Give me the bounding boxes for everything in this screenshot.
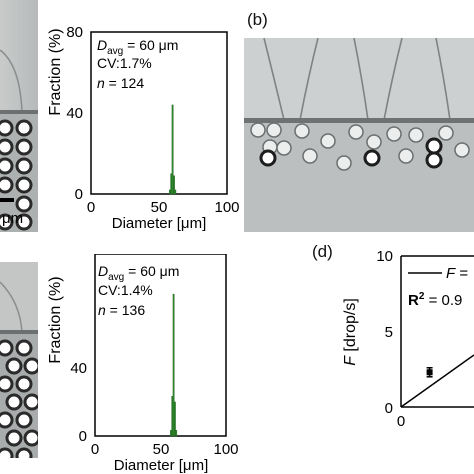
data-point <box>426 369 433 376</box>
annotation-cv: CV:1.7% <box>97 55 152 71</box>
legend-label: F = <box>446 265 468 282</box>
y-tick-label: 5 <box>385 324 393 341</box>
micrograph-c-image <box>0 262 38 458</box>
x-tick-label: 50 <box>153 441 170 458</box>
x-axis-label: Diameter [μm] <box>112 215 207 232</box>
panel-label-b: (b) <box>247 10 268 29</box>
y-axis-label: F [drop/s] <box>342 298 359 366</box>
annotation-cv: CV:1.4% <box>98 282 153 298</box>
x-tick-label: 100 <box>214 199 239 216</box>
x-tick-label: 100 <box>213 441 238 458</box>
x-tick-label: 0 <box>397 413 405 430</box>
histogram-bottom: Fraction (%) 0 40 0 50 100 Diameter [μm]… <box>47 254 239 474</box>
scale-bar-label: μm <box>2 210 24 227</box>
y-tick-label: 40 <box>70 360 87 377</box>
y-tick-label: 40 <box>66 105 83 122</box>
annotation-n: n = 136 <box>98 302 145 318</box>
r2-annotation: R2 = 0.9 <box>408 291 462 309</box>
micrograph-b-image <box>244 38 474 232</box>
annotation-davg: Davg = 60 μm <box>98 263 179 283</box>
y-tick-label: 80 <box>66 24 83 41</box>
y-axis-label: Fraction (%) <box>47 28 64 115</box>
histogram-bar <box>174 401 176 437</box>
histogram-bar <box>173 175 175 195</box>
histogram-bar <box>172 293 175 437</box>
x-axis-label: Diameter [μm] <box>114 457 209 474</box>
micrograph-b <box>244 38 474 232</box>
histogram-top: Fraction (%) 0 40 80 0 50 100 Diameter [… <box>47 24 240 232</box>
micrograph-a-image <box>0 0 38 232</box>
x-tick-label: 50 <box>151 199 168 216</box>
histogram-bar <box>175 430 178 437</box>
histogram-bar <box>168 189 171 195</box>
histogram-bar <box>171 104 174 195</box>
plot-frame <box>90 31 228 195</box>
plot-d: F [drop/s] 0 5 10 0 F = R2 = 0.9 <box>342 248 474 430</box>
annotation-davg: Davg = 60 μm <box>97 37 178 57</box>
fit-line <box>400 354 474 408</box>
micrograph-c <box>0 262 38 458</box>
x-tick-label: 0 <box>87 199 95 216</box>
micrograph-a: μm <box>0 0 38 232</box>
histogram-bar <box>174 189 177 195</box>
panel-label-d: (d) <box>312 242 333 261</box>
annotation-n: n = 124 <box>97 75 144 91</box>
y-axis-label: Fraction (%) <box>47 276 64 363</box>
y-tick-label: 0 <box>79 428 87 445</box>
y-tick-label: 10 <box>376 248 393 265</box>
plot-frame <box>94 254 227 437</box>
x-tick-label: 0 <box>91 441 99 458</box>
y-tick-label: 0 <box>75 186 83 203</box>
histogram-bar <box>170 173 173 195</box>
y-tick-label: 0 <box>385 400 393 417</box>
